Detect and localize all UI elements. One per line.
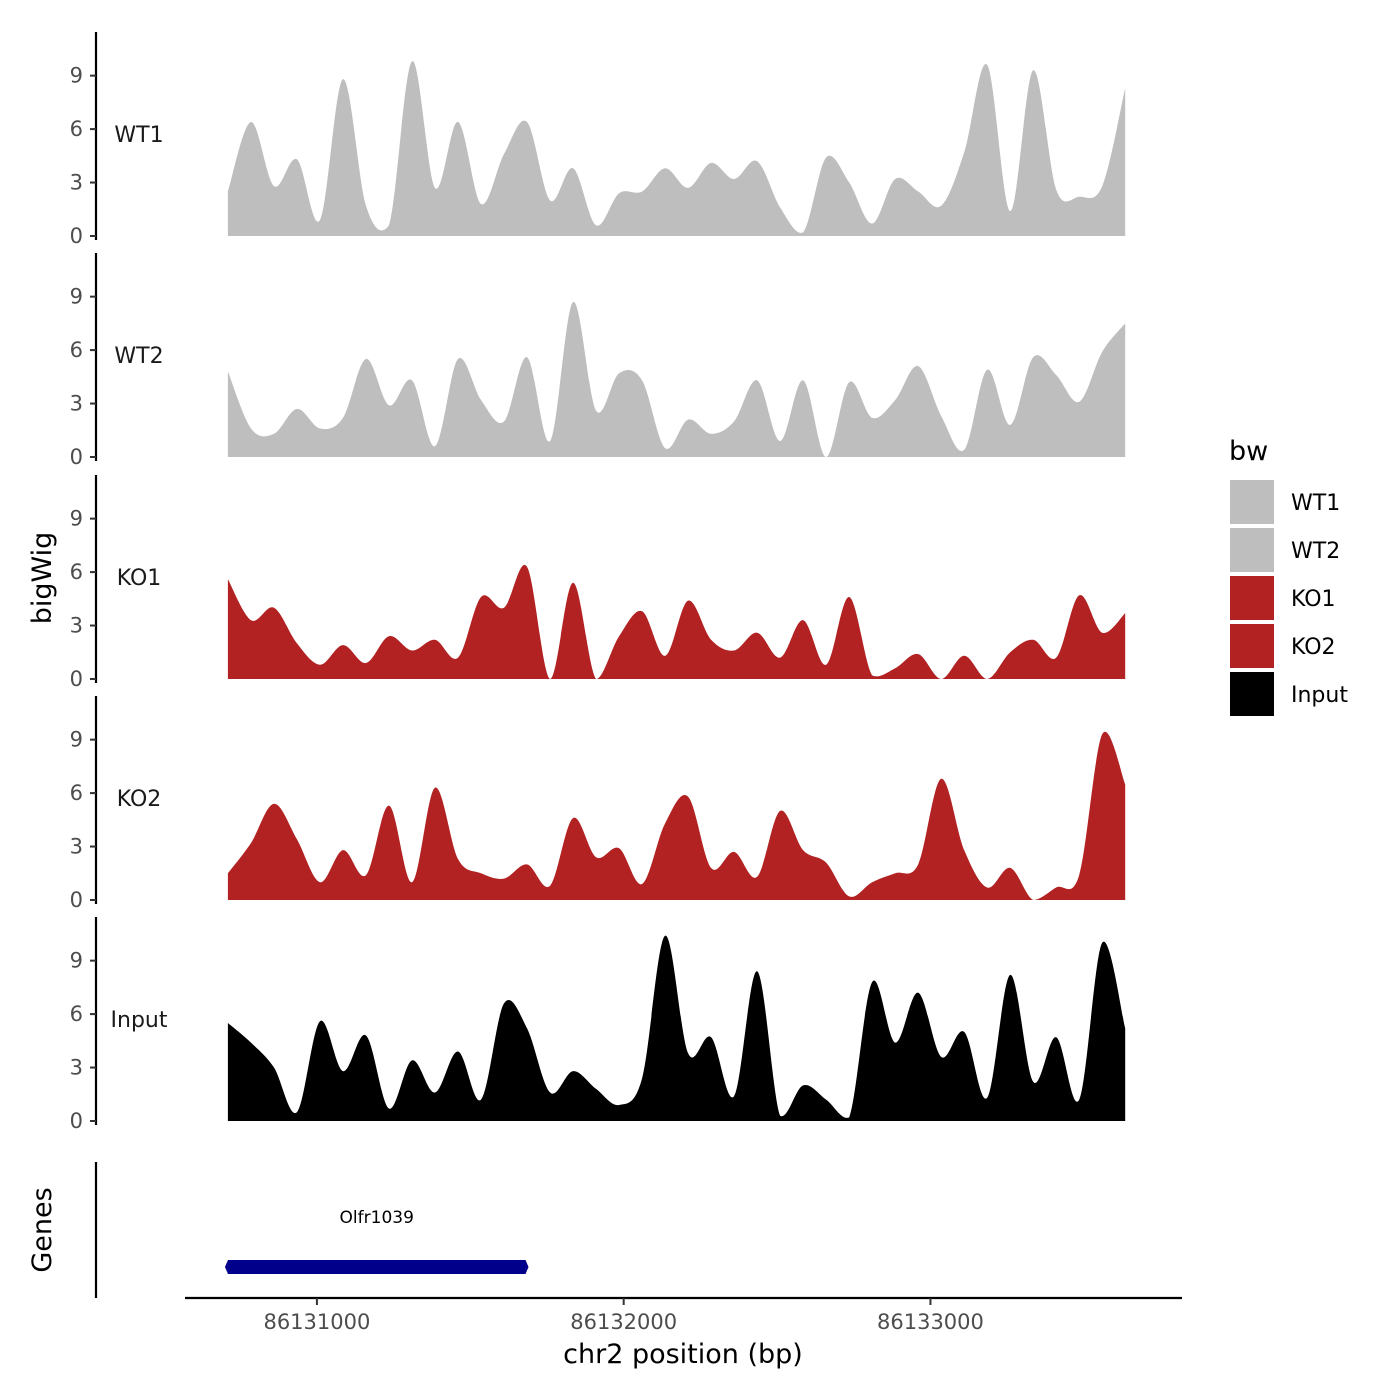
- series-area-input: [227, 935, 1126, 1121]
- track-label: Input: [111, 1008, 168, 1033]
- y-tick-label: 3: [70, 1056, 83, 1080]
- y-tick-label: 9: [70, 64, 83, 88]
- legend-label: KO1: [1291, 587, 1336, 612]
- track-label: KO1: [117, 566, 162, 591]
- y-tick-label: 6: [70, 338, 83, 362]
- y-tick-label: 6: [70, 560, 83, 584]
- y-tick-label: 0: [70, 445, 83, 469]
- y-tick-label: 6: [70, 1002, 83, 1026]
- track-label: WT1: [114, 123, 163, 148]
- legend-items: WT1 WT2 KO1 KO2 Input: [1230, 480, 1348, 716]
- series-area-ko2: [227, 731, 1126, 900]
- gene-label: Olfr1039: [340, 1208, 414, 1228]
- gene-end-cap: [224, 1260, 228, 1274]
- legend-swatch: [1230, 672, 1274, 716]
- legend-label: WT2: [1291, 539, 1340, 564]
- x-axis: 86131000 86132000 86133000 chr2 position (…: [185, 1296, 1182, 1370]
- series-area-wt1: [227, 61, 1126, 236]
- track-wt2: 0 3 6 9 WT2: [70, 253, 1126, 469]
- legend-swatch: [1230, 480, 1274, 524]
- y-tick-label: 0: [70, 1109, 83, 1133]
- legend-title: bw: [1229, 436, 1268, 467]
- y-tick-label: 9: [70, 949, 83, 973]
- y-tick-label: 0: [70, 667, 83, 691]
- y-tick-label: 6: [70, 781, 83, 805]
- track-ko1: 0 3 6 9 KO1: [70, 475, 1126, 691]
- legend: bw WT1 WT2 KO1 KO2 Input: [1229, 436, 1348, 716]
- genes-track: Genes Olfr1039: [27, 1162, 529, 1298]
- track-label: WT2: [114, 344, 163, 369]
- legend-swatch: [1230, 624, 1274, 668]
- track-input: 0 3 6 9 Input: [70, 917, 1126, 1133]
- legend-label: Input: [1291, 683, 1348, 708]
- y-tick-label: 9: [70, 728, 83, 752]
- track-wt1: 0 3 6 9 WT1: [70, 32, 1126, 248]
- series-area-ko1: [227, 564, 1126, 679]
- y-tick-label: 0: [70, 888, 83, 912]
- y-tick-label: 3: [70, 614, 83, 638]
- y-tick-label: 0: [70, 224, 83, 248]
- x-ticks: 86131000 86132000 86133000: [263, 1298, 984, 1334]
- x-axis-title: chr2 position (bp): [563, 1339, 803, 1370]
- y-axis-title: bigWig: [27, 532, 58, 625]
- y-tick-label: 9: [70, 507, 83, 531]
- signal-tracks: 0 3 6 9 WT1 0 3 6 9 WT2 0 3 6 9 KO1 0 3 6 9 KO2 0 3 6 9 Input: [70, 32, 1126, 1133]
- track-label: KO2: [117, 787, 162, 812]
- y-tick-label: 6: [70, 117, 83, 141]
- series-area-wt2: [227, 301, 1126, 457]
- y-tick-label: 3: [70, 835, 83, 859]
- gene-items: Olfr1039: [224, 1208, 529, 1274]
- y-tick-label: 3: [70, 392, 83, 416]
- legend-label: KO2: [1291, 635, 1336, 660]
- legend-label: WT1: [1291, 491, 1340, 516]
- legend-swatch: [1230, 528, 1274, 572]
- track-ko2: 0 3 6 9 KO2: [70, 696, 1126, 912]
- x-tick-label: 86131000: [263, 1310, 370, 1334]
- y-tick-label: 3: [70, 171, 83, 195]
- gene-end-cap: [525, 1260, 529, 1274]
- gene-body: [227, 1260, 526, 1274]
- x-tick-label: 86133000: [877, 1310, 984, 1334]
- x-tick-label: 86132000: [570, 1310, 677, 1334]
- y-tick-label: 9: [70, 285, 83, 309]
- legend-swatch: [1230, 576, 1274, 620]
- genes-track-label: Genes: [27, 1187, 58, 1272]
